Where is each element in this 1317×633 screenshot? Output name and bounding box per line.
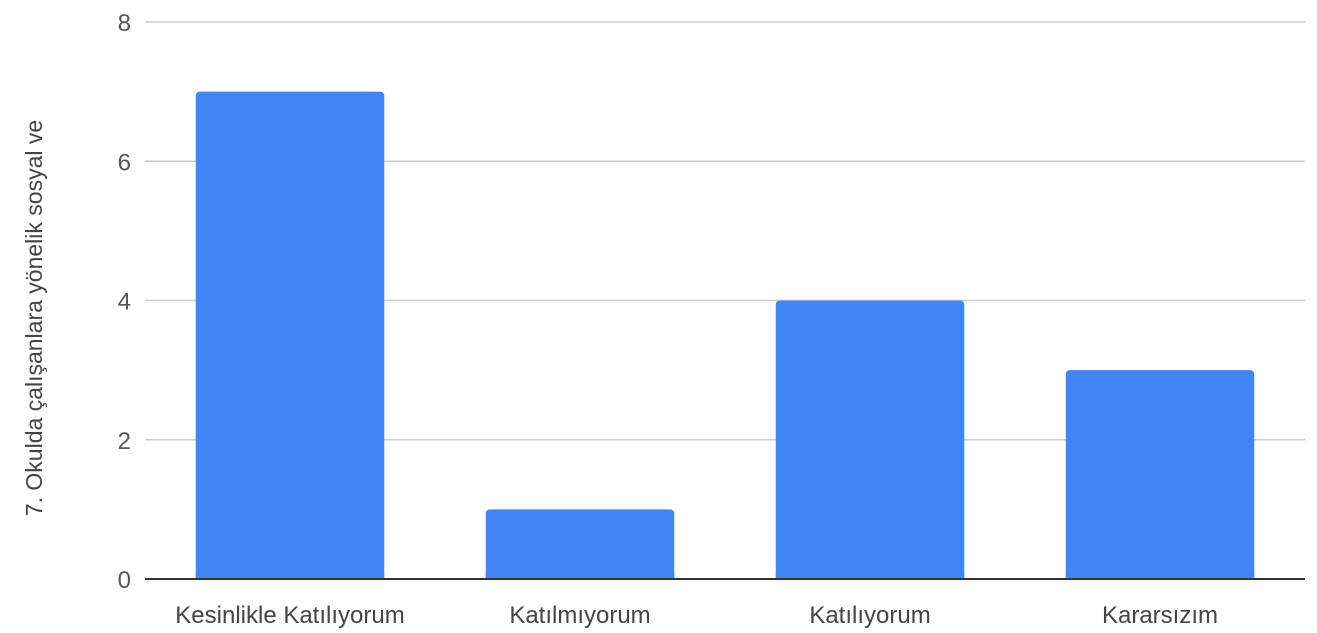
y-tick-label: 6 bbox=[118, 149, 131, 176]
bar-1[interactable] bbox=[195, 91, 385, 579]
bar-base-2 bbox=[485, 573, 675, 579]
y-tick-label: 4 bbox=[118, 289, 131, 316]
y-tick-label: 8 bbox=[118, 10, 131, 37]
bar-2[interactable] bbox=[485, 509, 675, 579]
y-tick-label: 0 bbox=[118, 567, 131, 594]
y-tick-label: 2 bbox=[118, 428, 131, 455]
x-category-label: Katılmıyorum bbox=[509, 602, 650, 629]
bar-base-3 bbox=[775, 573, 965, 579]
bar-base-1 bbox=[195, 573, 385, 579]
bar-base-4 bbox=[1065, 573, 1255, 579]
x-category-labels: Kesinlikle Katılıyorum Katılmıyorum Katılı… bbox=[175, 602, 1218, 629]
bar-4[interactable] bbox=[1065, 370, 1255, 579]
x-category-label: Katılıyorum bbox=[809, 602, 930, 629]
bar-3[interactable] bbox=[775, 300, 965, 580]
bars bbox=[195, 91, 1255, 580]
y-tick-labels: 0 2 4 6 8 bbox=[118, 10, 131, 594]
y-axis-title: 7. Okulda çalışanlara yönelik sosyal ve bbox=[21, 120, 47, 516]
x-category-label: Kararsızım bbox=[1102, 602, 1218, 629]
x-category-label: Kesinlikle Katılıyorum bbox=[175, 602, 404, 629]
